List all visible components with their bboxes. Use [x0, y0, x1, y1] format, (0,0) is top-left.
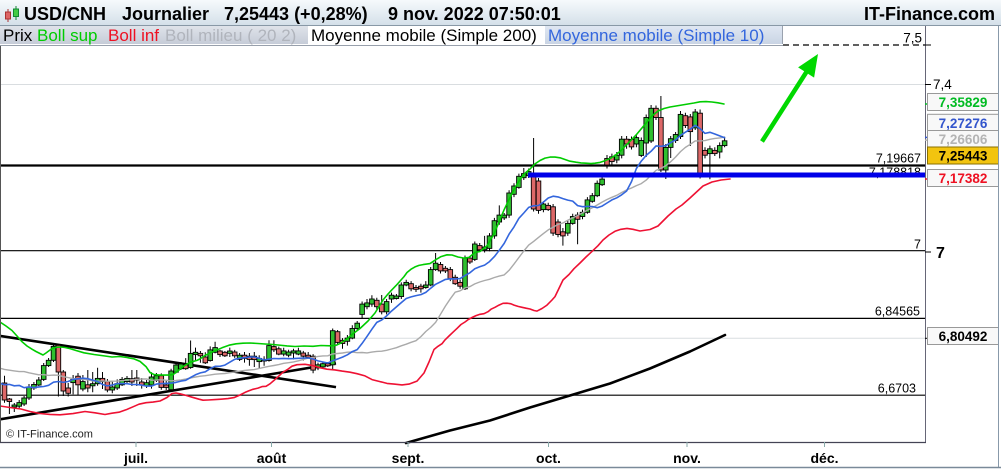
svg-text:7: 7 [936, 245, 945, 262]
svg-text:août: août [257, 450, 287, 466]
svg-text:7,19667: 7,19667 [876, 152, 921, 166]
svg-text:7,4: 7,4 [933, 77, 952, 92]
svg-text:7,26606: 7,26606 [939, 132, 988, 147]
svg-text:6,6703: 6,6703 [878, 382, 916, 396]
svg-text:6,84565: 6,84565 [875, 305, 920, 319]
svg-text:7,25443: 7,25443 [939, 149, 988, 164]
svg-text:7,5: 7,5 [903, 31, 922, 46]
svg-text:© IT-Finance.com: © IT-Finance.com [6, 429, 93, 441]
svg-text:oct.: oct. [536, 450, 561, 466]
svg-text:7: 7 [914, 237, 921, 251]
svg-text:nov.: nov. [673, 450, 701, 466]
svg-text:déc.: déc. [810, 450, 838, 466]
svg-text:7,27276: 7,27276 [939, 116, 988, 131]
svg-text:7,17382: 7,17382 [939, 171, 988, 186]
svg-text:sept.: sept. [392, 450, 425, 466]
svg-text:7,35829: 7,35829 [939, 95, 988, 110]
svg-text:juil.: juil. [123, 450, 148, 466]
svg-text:6,80492: 6,80492 [939, 329, 988, 344]
